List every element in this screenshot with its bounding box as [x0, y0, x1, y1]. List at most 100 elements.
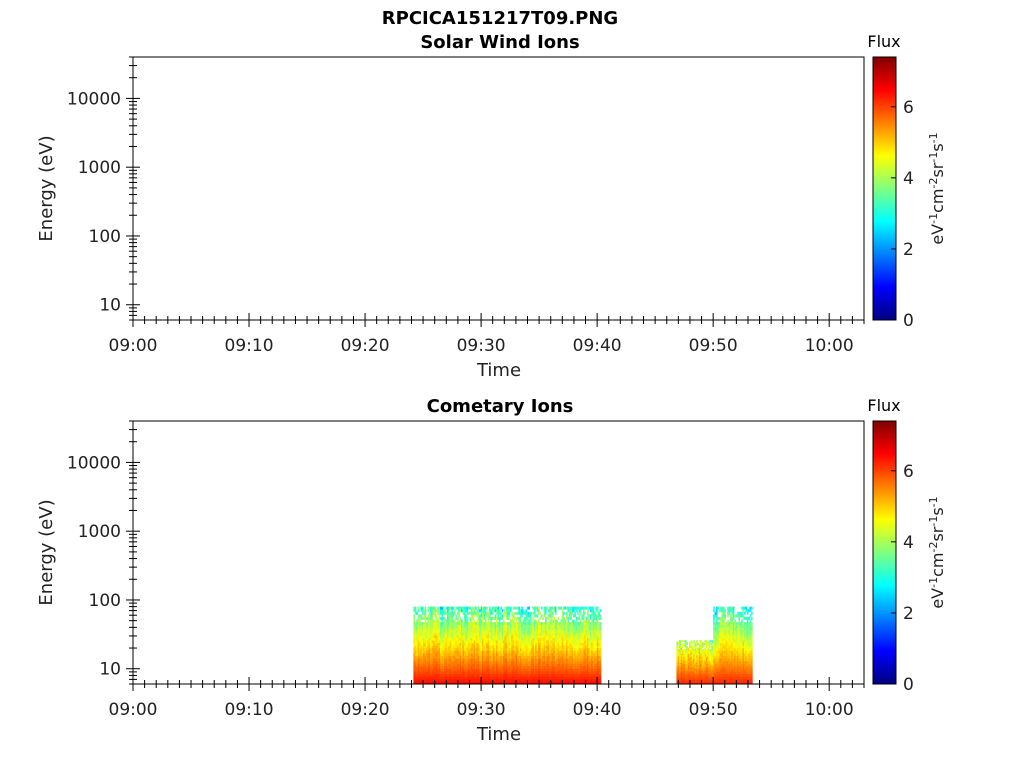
- flux-cell: [491, 665, 494, 669]
- flux-cell: [431, 619, 434, 623]
- flux-cell: [691, 650, 694, 653]
- flux-cell: [580, 660, 582, 664]
- flux-cell: [592, 640, 595, 644]
- flux-cell: [598, 640, 600, 644]
- flux-cell: [483, 673, 486, 677]
- flux-cell: [472, 668, 474, 672]
- flux-cell: [720, 658, 722, 662]
- flux-cell: [459, 681, 462, 685]
- flux-cell: [491, 645, 494, 649]
- flux-cell: [703, 681, 705, 683]
- flux-cell: [419, 650, 421, 654]
- flux-cell: [714, 660, 717, 664]
- flux-cell: [687, 675, 690, 678]
- flux-cell: [570, 653, 572, 657]
- flux-cell: [594, 632, 596, 636]
- flux-cell: [591, 655, 593, 659]
- flux-cell: [725, 622, 728, 626]
- flux-cell: [546, 642, 549, 646]
- flux-cell: [694, 681, 697, 683]
- flux-cell: [470, 637, 473, 641]
- flux-cell: [515, 611, 518, 615]
- flux-cell: [444, 681, 446, 685]
- flux-cell: [483, 629, 486, 633]
- flux-cell: [480, 609, 483, 613]
- flux-cell: [482, 619, 484, 623]
- flux-cell: [556, 645, 558, 649]
- flux-cell: [466, 673, 469, 677]
- flux-cell: [484, 635, 487, 638]
- flux-cell: [423, 622, 425, 626]
- flux-cell: [472, 650, 474, 654]
- flux-cell: [587, 650, 589, 654]
- flux-cell: [552, 619, 554, 623]
- flux-cell: [447, 681, 449, 685]
- flux-cell: [483, 668, 486, 672]
- flux-cell: [524, 668, 526, 672]
- flux-cell: [489, 681, 491, 685]
- flux-cell: [715, 619, 718, 623]
- flux-cell: [434, 614, 437, 618]
- flux-cell: [468, 632, 470, 636]
- flux-cell: [696, 653, 698, 656]
- flux-cell: [417, 655, 420, 659]
- flux-cell: [486, 645, 488, 649]
- flux-cell: [539, 663, 542, 667]
- flux-cell: [458, 642, 460, 646]
- flux-cell: [475, 660, 477, 664]
- flux-cell: [526, 629, 529, 633]
- flux-cell: [580, 663, 582, 667]
- flux-cell: [545, 671, 547, 675]
- flux-cell: [691, 656, 694, 659]
- flux-cell: [522, 676, 525, 680]
- flux-cell: [591, 606, 593, 610]
- flux-cell: [725, 627, 728, 631]
- flux-cell: [521, 650, 523, 654]
- flux-cell: [449, 653, 452, 657]
- flux-cell: [433, 637, 435, 641]
- flux-cell: [580, 611, 582, 615]
- flux-cell: [592, 671, 595, 675]
- flux-cell: [496, 635, 498, 638]
- flux-cell: [529, 622, 532, 626]
- flux-cell: [462, 624, 465, 628]
- flux-cell: [505, 678, 508, 682]
- flux-cell: [430, 619, 432, 623]
- flux-cell: [573, 650, 575, 654]
- flux-cell: [440, 640, 442, 644]
- flux-cell: [687, 679, 690, 682]
- flux-cell: [497, 671, 500, 675]
- flux-cell: [416, 650, 418, 654]
- flux-cell: [476, 614, 479, 618]
- flux-cell: [455, 647, 458, 651]
- flux-cell: [480, 650, 483, 654]
- flux-cell: [570, 647, 572, 651]
- flux-cell: [452, 624, 455, 628]
- flux-cell: [511, 640, 514, 644]
- flux-cell: [710, 679, 712, 682]
- flux-cell: [435, 609, 438, 613]
- flux-cell: [721, 619, 724, 623]
- flux-cell: [454, 642, 456, 646]
- flux-cell: [566, 665, 568, 669]
- flux-cell: [529, 614, 532, 618]
- flux-cell: [458, 619, 460, 623]
- flux-cell: [533, 606, 536, 610]
- flux-cell: [482, 627, 484, 631]
- flux-cell: [561, 665, 564, 669]
- flux-cell: [578, 678, 581, 682]
- flux-cell: [588, 668, 591, 672]
- flux-cell: [595, 606, 598, 610]
- flux-cell: [559, 655, 561, 659]
- flux-cell: [493, 663, 495, 667]
- flux-cell: [442, 611, 445, 615]
- flux-cell: [448, 681, 451, 685]
- flux-cell: [424, 635, 427, 638]
- flux-cell: [529, 663, 532, 667]
- flux-cell: [416, 632, 418, 636]
- flux-cell: [515, 632, 518, 636]
- flux-cell: [714, 640, 717, 644]
- flux-cell: [521, 627, 523, 631]
- flux-cell: [704, 670, 707, 673]
- flux-cell: [466, 650, 469, 654]
